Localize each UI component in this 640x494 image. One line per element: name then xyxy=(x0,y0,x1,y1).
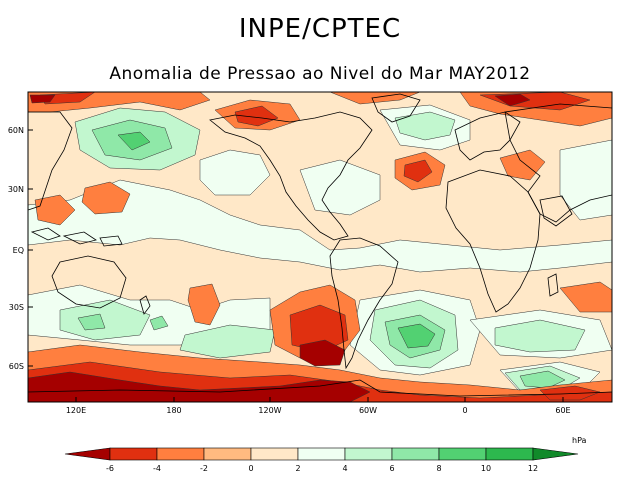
lat-label-30n: 30N xyxy=(8,185,24,194)
lon-label-60e: 60E xyxy=(555,406,570,415)
lat-label-60s: 60S xyxy=(9,362,24,371)
lat-label-30s: 30S xyxy=(9,303,24,312)
lon-label-0: 0 xyxy=(462,406,467,415)
colorbar-cell xyxy=(250,447,299,461)
colorbar-tick-label: 12 xyxy=(528,464,538,473)
map-frame xyxy=(27,91,613,403)
anomaly-fields xyxy=(28,92,612,402)
colorbar-cell xyxy=(532,447,579,461)
longitude-axis: 120E 180 120W 60W 0 60E xyxy=(66,397,571,415)
colorbar-cell xyxy=(297,447,346,461)
latitude-axis: 60N 30N EQ 30S 60S xyxy=(8,126,33,371)
colorbar-unit: hPa xyxy=(572,436,587,445)
lon-label-180: 180 xyxy=(166,406,181,415)
colorbar-tick-label: 8 xyxy=(436,464,441,473)
colorbar-cell xyxy=(391,447,440,461)
map-subtitle: Anomalia de Pressao ao Nivel do Mar MAY2… xyxy=(109,64,531,84)
lon-label-60w: 60W xyxy=(359,406,377,415)
lat-label-eq: EQ xyxy=(13,246,24,255)
lon-label-120w: 120W xyxy=(258,406,281,415)
colorbar-cell xyxy=(109,447,158,461)
colorbar-legend: hPa -6 -4 -2 0 2 4 6 8 10 12 xyxy=(64,436,587,473)
colorbar-cell xyxy=(203,447,252,461)
lon-label-120e: 120E xyxy=(66,406,86,415)
colorbar-tick-label: 2 xyxy=(295,464,300,473)
anomaly-6-8-regions xyxy=(117,131,436,349)
colorbar-cell xyxy=(438,447,487,461)
page-title: INPE/CPTEC xyxy=(238,14,402,44)
colorbar-cells xyxy=(64,447,579,461)
colorbar-tick-label: -2 xyxy=(200,464,208,473)
colorbar-tick-label: 10 xyxy=(481,464,491,473)
colorbar-ticks: -6 -4 -2 0 2 4 6 8 10 12 xyxy=(106,464,538,473)
anomaly-below-neg6-regions xyxy=(28,93,531,402)
lat-label-60n: 60N xyxy=(8,126,24,135)
colorbar-cell xyxy=(64,447,111,461)
colorbar-tick-label: -6 xyxy=(106,464,114,473)
coastlines xyxy=(28,93,612,397)
colorbar-cell xyxy=(344,447,393,461)
colorbar-tick-label: 4 xyxy=(342,464,347,473)
colorbar-tick-label: 6 xyxy=(389,464,394,473)
colorbar-tick-label: 0 xyxy=(248,464,253,473)
colorbar-cell xyxy=(156,447,205,461)
colorbar-tick-label: -4 xyxy=(153,464,161,473)
colorbar-cell xyxy=(485,447,534,461)
